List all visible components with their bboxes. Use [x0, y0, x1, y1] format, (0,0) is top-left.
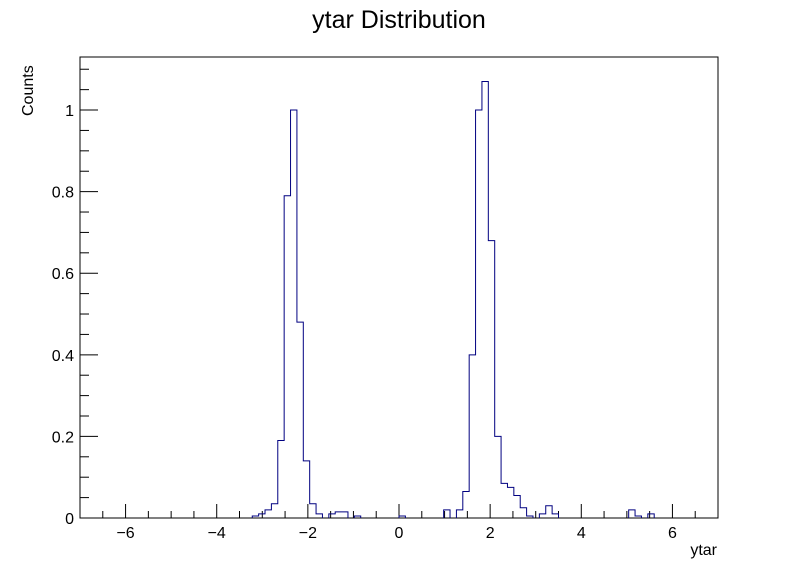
histogram-bin: [552, 514, 558, 518]
histogram-bin: [507, 487, 513, 518]
histogram-bin: [629, 510, 635, 518]
y-tick-label: 1: [65, 103, 74, 120]
histogram-bin: [546, 506, 552, 518]
histogram-bin: [520, 508, 526, 518]
x-axis-ticks: −6 −4 −2 0 2 4 6: [102, 504, 696, 542]
histogram-bin: [514, 496, 520, 518]
histogram-bin: [335, 512, 341, 518]
histogram-bin: [444, 510, 450, 518]
histogram-bin: [648, 514, 654, 518]
y-tick-label: 0.8: [52, 185, 74, 202]
y-tick-label: 0.6: [52, 266, 74, 283]
x-tick-label: 2: [486, 525, 495, 542]
histogram-bin: [265, 510, 271, 518]
histogram-bin: [284, 196, 290, 518]
histogram-bin: [271, 504, 277, 518]
histogram-bin: [469, 355, 475, 518]
histogram-bin: [278, 440, 284, 518]
x-tick-label: −6: [116, 525, 134, 542]
x-tick-label: −4: [208, 525, 226, 542]
x-tick-label: −2: [299, 525, 317, 542]
x-tick-label: 0: [395, 525, 404, 542]
y-axis-ticks: 0 0.2 0.4 0.6 0.8 1: [52, 68, 98, 528]
histogram-bin: [316, 514, 322, 518]
y-tick-label: 0: [65, 511, 74, 528]
histogram-outline: [251, 80, 655, 518]
x-axis-label: ytar: [690, 542, 717, 559]
histogram-bin: [259, 514, 265, 518]
histogram-bin: [495, 436, 501, 518]
histogram-bin: [303, 461, 309, 518]
histogram-bin: [476, 110, 482, 518]
histogram-bin: [501, 483, 507, 518]
y-tick-label: 0.2: [52, 429, 74, 446]
x-tick-label: 6: [668, 525, 677, 542]
histogram-bin: [291, 110, 297, 518]
histogram-bin: [310, 504, 316, 518]
histogram-bin: [539, 514, 545, 518]
histogram-bin: [482, 81, 488, 518]
histogram-bin: [329, 514, 335, 518]
histogram-bin: [488, 241, 494, 518]
histogram-bin: [463, 491, 469, 518]
histogram-bin: [297, 322, 303, 518]
y-tick-label: 0.4: [52, 348, 74, 365]
histogram-bin: [342, 512, 348, 518]
x-tick-label: 4: [577, 525, 586, 542]
chart-title: ytar Distribution: [312, 6, 486, 34]
y-axis-label: Counts: [20, 65, 37, 116]
histogram-bin: [456, 510, 462, 518]
